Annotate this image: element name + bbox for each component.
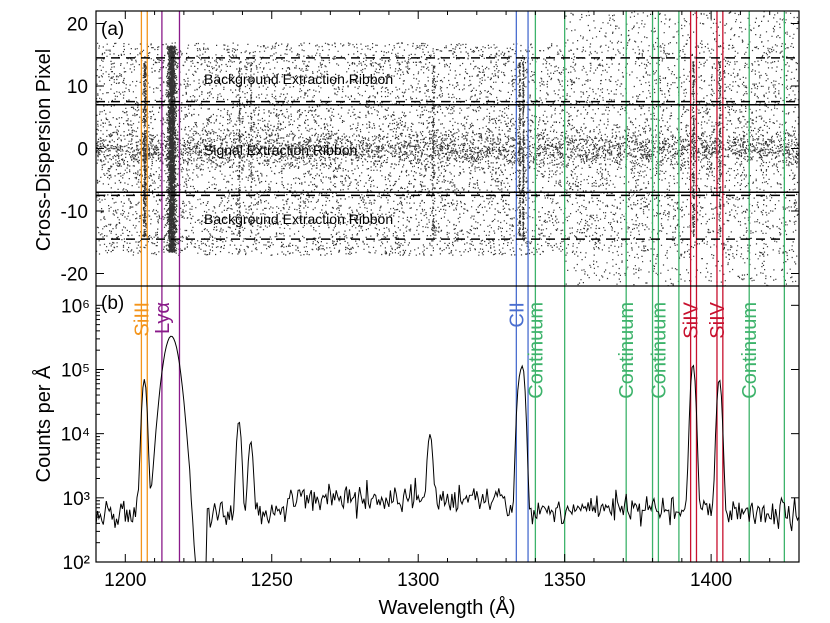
cross-dispersion-scatter [96, 11, 799, 286]
x-tick-label: 1250 [251, 570, 293, 591]
continuum-label-2: Continuum [648, 302, 670, 399]
panel-b-y-tick-label: 10⁴ [61, 425, 90, 446]
panel-a-y-tick-label: -20 [61, 265, 88, 286]
x-tick-label: 1300 [397, 570, 439, 591]
marker-label-4: SiIV [707, 301, 729, 338]
annotation-signal: Signal Extraction Ribbon [204, 142, 357, 158]
marker-label-3: SiIV [681, 301, 703, 338]
marker-label-2: CII [506, 302, 528, 328]
panel-b-y-tick-label: 10³ [63, 489, 90, 510]
continuum-label-3: Continuum [739, 302, 761, 399]
spectrum-line [96, 335, 799, 562]
panel-a-y-ticks: -20 -10 0 10 20 [61, 15, 799, 286]
panel-b-y-label: Counts per Å [32, 365, 55, 482]
panel-b-y-tick-label: 10² [63, 553, 90, 574]
panel-b-y-tick-label: 10⁶ [61, 296, 90, 317]
panel-a-y-tick-label: 20 [67, 15, 88, 36]
continuum-label-1: Continuum [616, 302, 638, 399]
panel-b-y-tick-label: 10⁵ [61, 360, 90, 381]
ribbon-annotations: Background Extraction Ribbon Signal Extr… [204, 71, 393, 227]
extraction-ribbons [96, 57, 799, 240]
x-tick-label: 1350 [544, 570, 586, 591]
x-axis-label: Wavelength (Å) [378, 596, 515, 619]
x-tick-label: 1400 [690, 570, 732, 591]
panel-a-label: (a) [101, 19, 124, 40]
continuum-label-0: Continuum [525, 302, 547, 399]
x-axis-ticks: 1200 1250 1300 1350 1400 [95, 11, 800, 591]
panel-a-y-tick-label: 10 [67, 77, 88, 98]
marker-label-1: Lyα [152, 302, 174, 334]
panel-a-y-tick-label: 0 [77, 140, 88, 161]
x-tick-label: 1200 [104, 570, 146, 591]
panel-a-y-tick-label: -10 [61, 202, 88, 223]
panel-b-label: (b) [101, 293, 124, 314]
marker-label-0: SiIII [131, 302, 153, 336]
panel-a-y-label: Cross-Dispersion Pixel [33, 49, 55, 251]
panel-a: Background Extraction Ribbon Signal Extr… [33, 11, 799, 286]
annotation-bg-top: Background Extraction Ribbon [204, 71, 393, 87]
plot-frames [95, 10, 800, 563]
panel-b-y-ticks: 10² 10³ 10⁴ 10⁵ 10⁶ [61, 296, 799, 574]
annotation-bg-bottom: Background Extraction Ribbon [204, 211, 393, 227]
